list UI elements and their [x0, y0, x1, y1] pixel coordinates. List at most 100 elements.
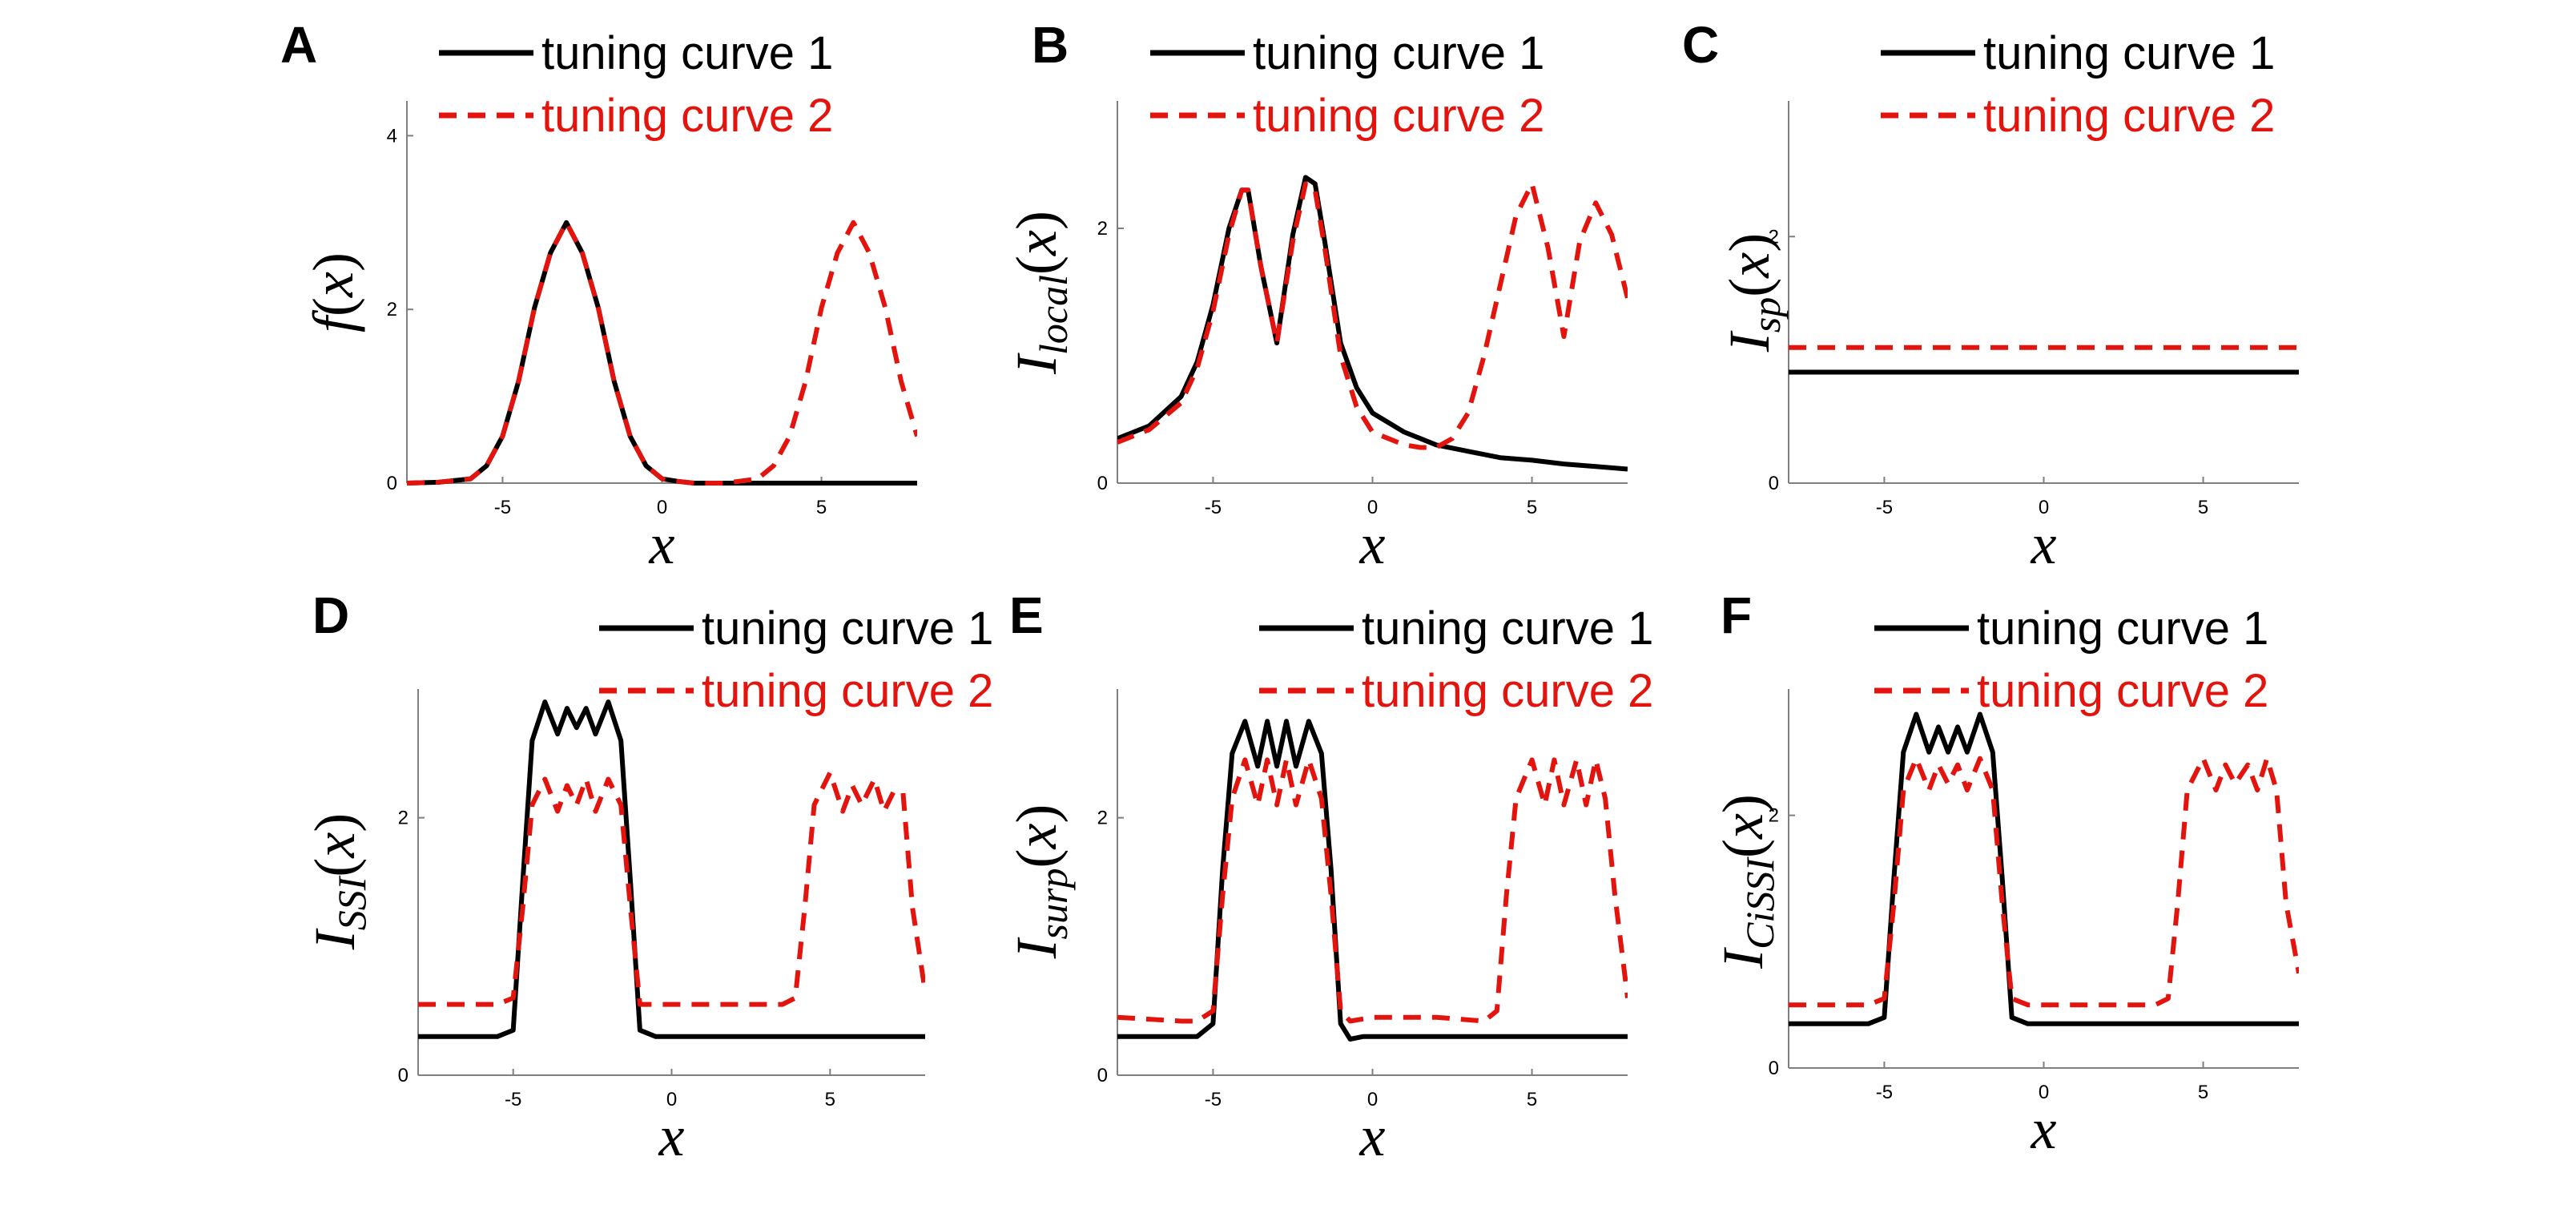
y-axis-label: ICiSSI(x) — [1711, 794, 1782, 969]
y-tick-label: 0 — [398, 1065, 409, 1086]
legend-label-tuning-curve-1: tuning curve 1 — [1362, 602, 1653, 655]
x-tick-label: 0 — [2039, 497, 2049, 518]
series-tuning-curve-1-line — [1789, 711, 2299, 1026]
y-axis-label: Ilocal(x) — [1004, 211, 1076, 375]
y-label-paren: ( — [301, 297, 365, 316]
y-label-subscript: sp — [1744, 297, 1789, 332]
panel-letter: B — [1032, 16, 1069, 74]
legend-label-tuning-curve-2: tuning curve 2 — [541, 90, 833, 142]
y-label-paren: ) — [1004, 804, 1069, 824]
y-label-paren: ) — [1004, 211, 1069, 230]
y-label-main: I — [1004, 353, 1069, 375]
y-label-paren: ) — [1711, 794, 1775, 813]
y-axis-label: Isurp(x) — [1004, 804, 1076, 960]
y-label-var: x — [1004, 824, 1069, 850]
y-tick-label: 2 — [387, 299, 397, 320]
series-tuning-curve-2-line — [1117, 181, 1628, 450]
legend-label-tuning-curve-2: tuning curve 2 — [1362, 665, 1653, 717]
x-tick-label: -5 — [494, 497, 511, 518]
y-label-paren: ( — [1717, 278, 1781, 297]
legend-label-tuning-curve-1: tuning curve 1 — [541, 27, 833, 79]
legend: tuning curve 1 tuning curve 2 — [1150, 27, 1544, 142]
y-tick-label: 2 — [1097, 808, 1108, 829]
series-tuning-curve-1-line — [418, 699, 925, 1039]
x-tick-label: -5 — [1205, 497, 1222, 518]
series-tuning-curve-2-line — [407, 220, 917, 486]
x-tick-label: 0 — [2039, 1082, 2049, 1103]
y-label-paren: ( — [1004, 256, 1069, 275]
y-label-paren: ( — [303, 858, 367, 877]
y-label-var: x — [301, 272, 365, 298]
panel-letter: D — [312, 586, 349, 644]
y-label-subscript: CiSSI — [1737, 856, 1782, 949]
y-tick-label: 2 — [1769, 226, 1779, 248]
y-tick-label: 2 — [398, 808, 409, 829]
y-tick-label: 2 — [1097, 218, 1108, 240]
legend-label-tuning-curve-2: tuning curve 2 — [1253, 90, 1544, 142]
panel-letter: F — [1721, 586, 1752, 644]
y-tick-label: 0 — [1769, 473, 1779, 494]
x-tick-label: 0 — [1367, 1089, 1378, 1110]
y-label-paren: ) — [301, 252, 365, 272]
x-tick-label: 5 — [1527, 497, 1537, 518]
x-axis-label: x — [2031, 512, 2057, 576]
x-tick-label: 5 — [1527, 1089, 1537, 1110]
y-label-argument: (x) — [1711, 794, 1775, 858]
x-axis-label: x — [649, 512, 675, 576]
y-axis-label: f(x) — [301, 252, 365, 332]
y-label-subscript: local — [1031, 275, 1076, 355]
x-tick-label: 5 — [816, 497, 827, 518]
y-tick-label: 0 — [1769, 1058, 1779, 1079]
y-label-paren: ( — [1004, 849, 1069, 868]
series-tuning-curve-1-line — [1117, 719, 1628, 1042]
y-axis-label: Isp(x) — [1717, 233, 1789, 353]
x-tick-label: -5 — [505, 1089, 521, 1110]
y-label-main: I — [1717, 330, 1781, 353]
legend-label-tuning-curve-2: tuning curve 2 — [702, 665, 993, 717]
y-tick-label: 0 — [387, 473, 397, 494]
y-label-main: I — [1004, 937, 1069, 959]
x-axis-label: x — [2031, 1097, 2057, 1161]
y-label-main: I — [1711, 947, 1775, 969]
y-tick-label: 2 — [1769, 805, 1779, 827]
series-tuning-curve-2-line — [1117, 757, 1628, 1024]
y-label-main: I — [303, 928, 367, 950]
legend: tuning curve 1 tuning curve 2 — [439, 27, 833, 142]
x-tick-label: -5 — [1205, 1089, 1222, 1110]
y-label-var: x — [1711, 813, 1775, 840]
legend: tuning curve 1 tuning curve 2 — [1881, 27, 2275, 142]
series-tuning-curve-2-line — [418, 770, 925, 1007]
legend-label-tuning-curve-1: tuning curve 1 — [702, 602, 993, 655]
y-label-argument: (x) — [1717, 233, 1781, 297]
legend-label-tuning-curve-1: tuning curve 1 — [1253, 27, 1544, 79]
y-label-subscript: SSI — [329, 875, 374, 930]
y-label-var: x — [1717, 252, 1781, 279]
y-label-paren: ) — [1717, 233, 1781, 252]
panel-letter: C — [1682, 16, 1719, 74]
y-tick-label: 0 — [1097, 1065, 1108, 1086]
y-tick-label: 4 — [387, 125, 397, 147]
x-tick-label: 0 — [1367, 497, 1378, 518]
panel-letter: A — [280, 16, 317, 74]
x-tick-label: 0 — [666, 1089, 677, 1110]
legend-label-tuning-curve-2: tuning curve 2 — [1983, 90, 2275, 142]
legend: tuning curve 1 tuning curve 2 — [599, 602, 993, 717]
y-label-argument: (x) — [303, 813, 367, 877]
y-label-subscript: surp — [1031, 868, 1076, 940]
x-tick-label: 5 — [2198, 1082, 2208, 1103]
y-label-argument: (x) — [1004, 211, 1069, 275]
x-tick-label: 0 — [657, 497, 667, 518]
legend-label-tuning-curve-1: tuning curve 1 — [1977, 602, 2268, 655]
x-axis-label: x — [1359, 1104, 1386, 1168]
y-label-var: x — [1004, 230, 1069, 256]
panel-letter: E — [1009, 586, 1044, 644]
x-tick-label: -5 — [1876, 497, 1893, 518]
y-label-paren: ) — [303, 813, 367, 832]
series-tuning-curve-2-line — [1789, 756, 2299, 1008]
